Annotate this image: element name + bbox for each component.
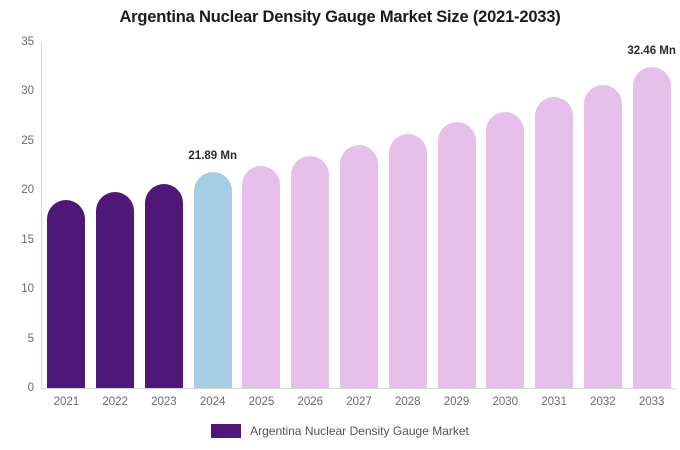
bar-2032[interactable]	[583, 84, 622, 388]
bar-2029[interactable]	[437, 122, 476, 388]
x-axis-tick-2033: 2033	[638, 396, 665, 408]
x-axis-tick-2028: 2028	[394, 396, 421, 408]
x-axis-tick-2025: 2025	[248, 396, 275, 408]
bar-value-label-2033: 32.46 Mn	[627, 45, 676, 58]
x-axis-tick-2024: 2024	[199, 396, 226, 408]
bar-2021[interactable]	[47, 200, 86, 388]
bar-2022[interactable]	[96, 192, 135, 388]
y-axis-line	[41, 42, 42, 389]
bar-value-label-2024: 21.89 Mn	[188, 149, 237, 162]
chart-legend: Argentina Nuclear Density Gauge Market	[0, 424, 680, 438]
x-axis-line	[41, 388, 676, 389]
x-axis-tick-2030: 2030	[492, 396, 519, 408]
chart-title: Argentina Nuclear Density Gauge Market S…	[119, 8, 561, 26]
x-axis-tick-2023: 2023	[151, 396, 177, 408]
x-axis-tick-2031: 2031	[541, 396, 567, 408]
legend-swatch-icon	[211, 424, 242, 438]
bar-2033[interactable]	[632, 67, 671, 388]
x-axis-tick-2026: 2026	[297, 396, 324, 408]
x-axis-tick-2021: 2021	[53, 396, 80, 408]
x-axis-tick-2022: 2022	[102, 396, 128, 408]
bar-2027[interactable]	[340, 144, 378, 388]
bar-2030[interactable]	[486, 112, 525, 388]
bar-2025[interactable]	[242, 165, 281, 388]
x-axis-tick-2032: 2032	[590, 396, 616, 408]
bar-2026[interactable]	[291, 155, 330, 388]
bar-2031[interactable]	[535, 97, 574, 388]
bar-2023[interactable]	[144, 183, 183, 388]
x-axis-tick-2029: 2029	[443, 396, 470, 408]
bar-2028[interactable]	[388, 133, 427, 388]
legend-label: Argentina Nuclear Density Gauge Market	[250, 424, 469, 438]
bar-2024[interactable]	[193, 171, 232, 388]
x-axis-tick-2027: 2027	[346, 396, 372, 408]
